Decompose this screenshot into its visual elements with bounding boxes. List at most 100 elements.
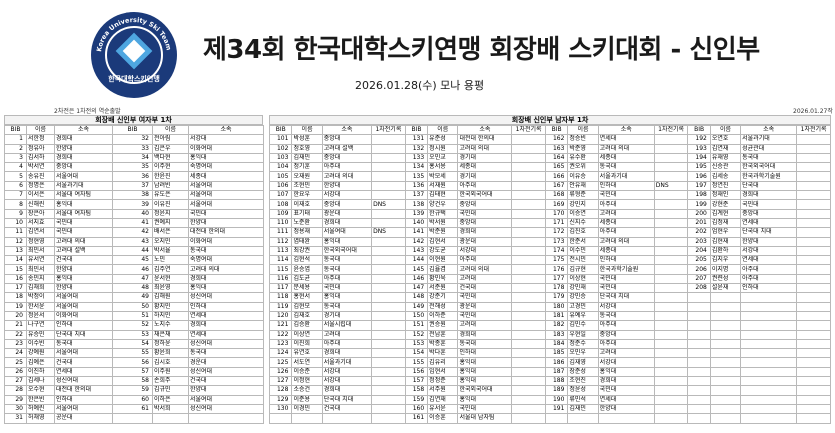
bib-cell: [687, 301, 711, 312]
name-cell: 김시호: [152, 357, 189, 368]
record-cell: [371, 320, 406, 331]
record-cell: [371, 264, 406, 275]
school-cell: 건국대: [457, 283, 513, 294]
name-cell: [709, 329, 742, 340]
record-cell: [653, 134, 689, 145]
school-cell: 성균관대: [740, 143, 798, 154]
bib-cell: 22: [4, 329, 27, 340]
table-row: 114 김현석 동국대 144 이현원 아주대 175 전시민 인하대 205 김지우 연세대: [268, 255, 831, 266]
bib-cell: 159: [404, 394, 429, 405]
school-cell: 세종대: [457, 162, 513, 173]
school-cell: [740, 403, 798, 415]
men-table-header-row: BIB 이름 소속 1차전기록 BIB 이름 소속 1차전기록 BIB 이름 소…: [268, 124, 831, 136]
name-cell: 정윤성: [567, 385, 599, 396]
school-cell: 한국외국어대: [457, 385, 513, 396]
name-cell: 정연진: [709, 180, 742, 192]
table-row: 128 소승건 경희대 158 서주원 한국외국어대 189 정윤성 국민대: [268, 385, 831, 396]
table-row: 124 유연호 경희대 154 박다훈 인하대 185 오민우 고려대: [268, 348, 831, 359]
record-cell: [371, 329, 406, 340]
bib-cell: 103: [268, 152, 293, 164]
record-cell: [371, 375, 406, 387]
record-cell: [796, 329, 831, 340]
table-row: 104 정기훈 아주대 134 홍서용 세종대 165 권오위 동국대 195 신승관 한국외국어대: [268, 162, 831, 173]
school-cell: 광운대: [457, 236, 513, 247]
bib-cell: 30: [4, 403, 27, 415]
bib-cell: 158: [404, 385, 429, 396]
col-school-header: 소속: [740, 124, 798, 136]
bib-cell: [112, 413, 153, 424]
school-cell: 한국외국어대: [457, 190, 513, 201]
name-cell: 김해원: [152, 292, 189, 303]
name-cell: 유서윤: [427, 403, 459, 415]
bib-cell: 202: [687, 227, 711, 238]
record-cell: [371, 217, 406, 229]
name-cell: [709, 357, 742, 368]
record-cell: [796, 301, 831, 312]
school-cell: 이화여대: [188, 236, 264, 247]
school-cell: 공운대: [54, 413, 113, 424]
bib-cell: 14: [4, 255, 27, 266]
school-cell: [740, 394, 798, 405]
school-cell: 경희대: [597, 375, 655, 387]
bib-cell: 58: [112, 375, 153, 387]
bib-cell: 12: [4, 236, 27, 247]
bib-cell: 204: [687, 245, 711, 257]
col-name-header: 이름: [427, 124, 459, 136]
school-cell: 홍익대: [54, 199, 113, 210]
bib-cell: 15: [4, 264, 27, 275]
bib-cell: [687, 320, 711, 331]
table-row: 123 이진희 아주대 153 박종훈 동국대 184 정준수 아주대: [268, 338, 831, 350]
name-cell: 황민욱: [427, 273, 459, 285]
name-cell: 윤서현: [152, 273, 189, 285]
name-cell: [709, 301, 742, 312]
bib-cell: 164: [544, 152, 569, 164]
name-cell: 백다현: [152, 152, 189, 164]
bib-cell: 175: [544, 255, 569, 266]
bib-cell: 105: [268, 171, 293, 182]
table-row: 21 나구연 인하대 52 노지수 경희대: [4, 320, 264, 331]
table-row: 116 김도균 아주대 146 황민욱 고려대 177 이상현 국민대 207 권련성 아주대: [268, 273, 831, 285]
table-row: 115 윤승엽 동국대 145 김율겸 고려대 의대 176 김규현 한국과학기술원 206 이지명…: [268, 264, 831, 275]
record-cell: [371, 152, 406, 164]
school-cell: 경희대: [54, 134, 113, 145]
bib-cell: [687, 375, 711, 387]
school-cell: [740, 301, 798, 312]
name-cell: 유예우: [567, 310, 599, 322]
bib-cell: 168: [544, 190, 569, 201]
name-cell: 전아림: [152, 134, 189, 145]
table-row: 23 이수빈 동국대 54 정하윤 성신여대: [4, 338, 264, 350]
bib-cell: 153: [404, 338, 429, 350]
bib-cell: 5: [4, 171, 27, 182]
school-cell: 서울여대: [54, 348, 113, 359]
name-cell: 박준영: [567, 143, 599, 154]
school-cell: 광운대: [457, 301, 513, 312]
bib-cell: [687, 394, 711, 405]
name-cell: [709, 385, 742, 396]
name-cell: 김환하: [709, 245, 742, 257]
name-cell: 서한정: [26, 134, 55, 145]
record-cell: [371, 180, 406, 192]
bib-cell: 130: [268, 403, 293, 415]
bib-cell: 165: [544, 162, 569, 173]
bib-cell: 187: [544, 366, 569, 378]
bib-cell: [687, 338, 711, 350]
school-cell: 고려대 의대: [457, 143, 513, 154]
school-cell: 서울여대: [188, 394, 264, 405]
bib-cell: [687, 357, 711, 368]
bib-cell: 184: [544, 338, 569, 350]
bib-cell: 116: [268, 273, 293, 285]
school-cell: 중앙대: [597, 329, 655, 340]
name-cell: 남려빈: [152, 180, 189, 192]
bib-cell: 151: [404, 320, 429, 331]
name-cell: 이준용: [291, 394, 323, 405]
name-cell: 노지수: [152, 320, 189, 331]
name-cell: 오재원: [291, 171, 323, 182]
record-cell: [653, 199, 689, 210]
table-row: 129 이준용 단국대 치대 159 김연재 홍익대 190 류민석 연세대: [268, 394, 831, 405]
school-cell: 서울과기대: [54, 180, 113, 192]
record-cell: [511, 385, 546, 396]
bib-cell: 114: [268, 255, 293, 266]
bib-cell: 38: [112, 190, 153, 201]
school-cell: 국민대: [457, 310, 513, 322]
bib-cell: 135: [404, 171, 429, 182]
